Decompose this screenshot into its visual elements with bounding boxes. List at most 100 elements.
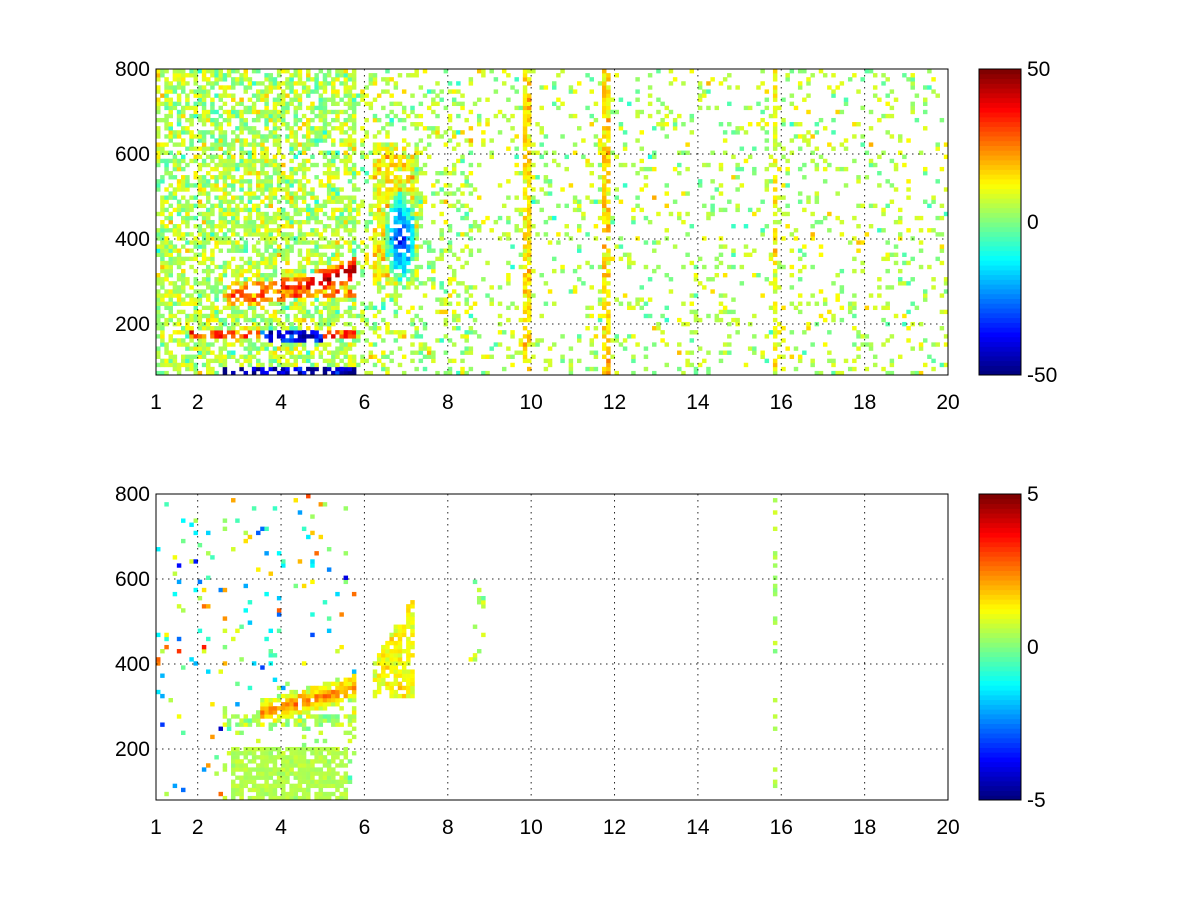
top-heatmap-cell (331, 252, 336, 257)
top-heatmap-cell (197, 309, 203, 315)
top-heatmap-cell (376, 130, 382, 135)
top-heatmap-cell (247, 232, 253, 237)
bottom-heatmap-cell (206, 551, 211, 556)
top-heatmap-cell (297, 301, 303, 306)
top-heatmap-cell (297, 97, 303, 102)
top-heatmap-cell (426, 350, 432, 355)
top-heatmap-cell (326, 187, 332, 192)
top-heatmap-cell (464, 350, 469, 355)
top-heatmap-cell (306, 219, 311, 225)
top-heatmap-cell (822, 126, 828, 131)
top-heatmap-cell (185, 126, 190, 131)
top-heatmap-cell (235, 330, 240, 335)
top-heatmap-cell (168, 113, 173, 119)
top-heatmap-cell (714, 256, 720, 262)
top-heatmap-cell (247, 215, 253, 221)
top-heatmap-cell (260, 89, 265, 94)
bottom-heatmap-cell (247, 600, 253, 605)
top-heatmap-cell (772, 73, 778, 78)
top-heatmap-cell (718, 358, 724, 364)
top-heatmap-cell (247, 77, 253, 82)
top-heatmap-cell (693, 370, 699, 376)
top-heatmap-cell (585, 260, 590, 266)
top-heatmap-cell (410, 73, 415, 78)
top-heatmap-cell (522, 187, 528, 192)
top-heatmap-cell (239, 142, 244, 147)
top-heatmap-cell (418, 244, 424, 249)
top-heatmap-cell (439, 187, 444, 192)
top-heatmap-cell (439, 248, 444, 253)
top-heatmap-cell (627, 334, 632, 339)
top-heatmap-cell (597, 81, 603, 86)
top-heatmap-cell (577, 277, 582, 282)
top-heatmap-cell (360, 150, 365, 155)
top-heatmap-cell (235, 126, 240, 131)
top-heatmap-cell (539, 338, 544, 343)
top-heatmap-cell (772, 187, 778, 192)
top-heatmap-cell (577, 81, 582, 86)
top-heatmap-cell (326, 305, 332, 311)
top-heatmap-cell (685, 232, 690, 237)
bottom-heatmap-cell (247, 751, 253, 756)
top-heatmap-cell (881, 150, 886, 155)
top-heatmap-cell (531, 195, 536, 200)
top-heatmap-cell (410, 236, 415, 241)
top-heatmap-cell (360, 154, 365, 160)
top-heatmap-cell (214, 232, 219, 237)
top-heatmap-cell (247, 293, 253, 298)
top-heatmap-cell (464, 244, 469, 249)
top-heatmap-cell (306, 358, 311, 364)
top-heatmap-cell (256, 252, 261, 257)
top-heatmap-cell (614, 297, 619, 302)
top-heatmap-cell (602, 154, 607, 160)
top-heatmap-cell (522, 346, 528, 351)
top-heatmap-cell (339, 73, 344, 78)
top-heatmap-cell (272, 130, 278, 135)
top-heatmap-cell (176, 183, 182, 188)
top-heatmap-cell (785, 346, 790, 351)
top-heatmap-cell (572, 285, 578, 290)
top-heatmap-cell (193, 342, 198, 347)
top-heatmap-cell (264, 134, 269, 139)
top-heatmap-cell (314, 268, 319, 274)
top-heatmap-cell (389, 248, 394, 253)
top-heatmap-cell (376, 187, 382, 192)
top-heatmap-cell (331, 301, 336, 306)
top-heatmap-cell (381, 350, 386, 355)
top-heatmap-cell (577, 126, 582, 131)
top-heatmap-cell (602, 162, 607, 168)
top-heatmap-cell (593, 117, 599, 123)
top-heatmap-cell (372, 73, 378, 78)
top-heatmap-cell (401, 126, 407, 131)
top-heatmap-cell (339, 338, 344, 343)
top-heatmap-cell (201, 236, 207, 241)
top-heatmap-cell (168, 175, 173, 180)
top-heatmap-cell (256, 134, 261, 139)
top-heatmap-cell (276, 321, 282, 327)
top-heatmap-cell (272, 142, 278, 147)
top-heatmap-cell (322, 126, 328, 131)
top-heatmap-cell (276, 179, 282, 184)
top-heatmap-cell (251, 297, 257, 302)
top-heatmap-cell (877, 293, 882, 298)
top-heatmap-cell (235, 166, 240, 172)
top-heatmap-cell (389, 150, 394, 155)
top-heatmap-cell (347, 285, 353, 290)
top-heatmap-cell (156, 130, 161, 135)
top-heatmap-cell (522, 334, 528, 339)
top-heatmap-cell (343, 109, 349, 115)
top-heatmap-cell (422, 171, 428, 176)
top-heatmap-cell (772, 334, 778, 339)
top-heatmap-cell (856, 122, 861, 127)
top-heatmap-cell (201, 150, 207, 155)
top-colorbar-step (979, 188, 1021, 194)
top-heatmap-cell (322, 199, 328, 204)
top-heatmap-cell (460, 370, 465, 376)
top-heatmap-cell (218, 142, 223, 147)
top-heatmap-cell (526, 211, 532, 217)
top-heatmap-cell (160, 207, 165, 213)
top-heatmap-cell (272, 260, 278, 266)
top-heatmap-cell (593, 142, 599, 147)
top-heatmap-cell (156, 89, 161, 94)
top-heatmap-cell (697, 362, 703, 368)
